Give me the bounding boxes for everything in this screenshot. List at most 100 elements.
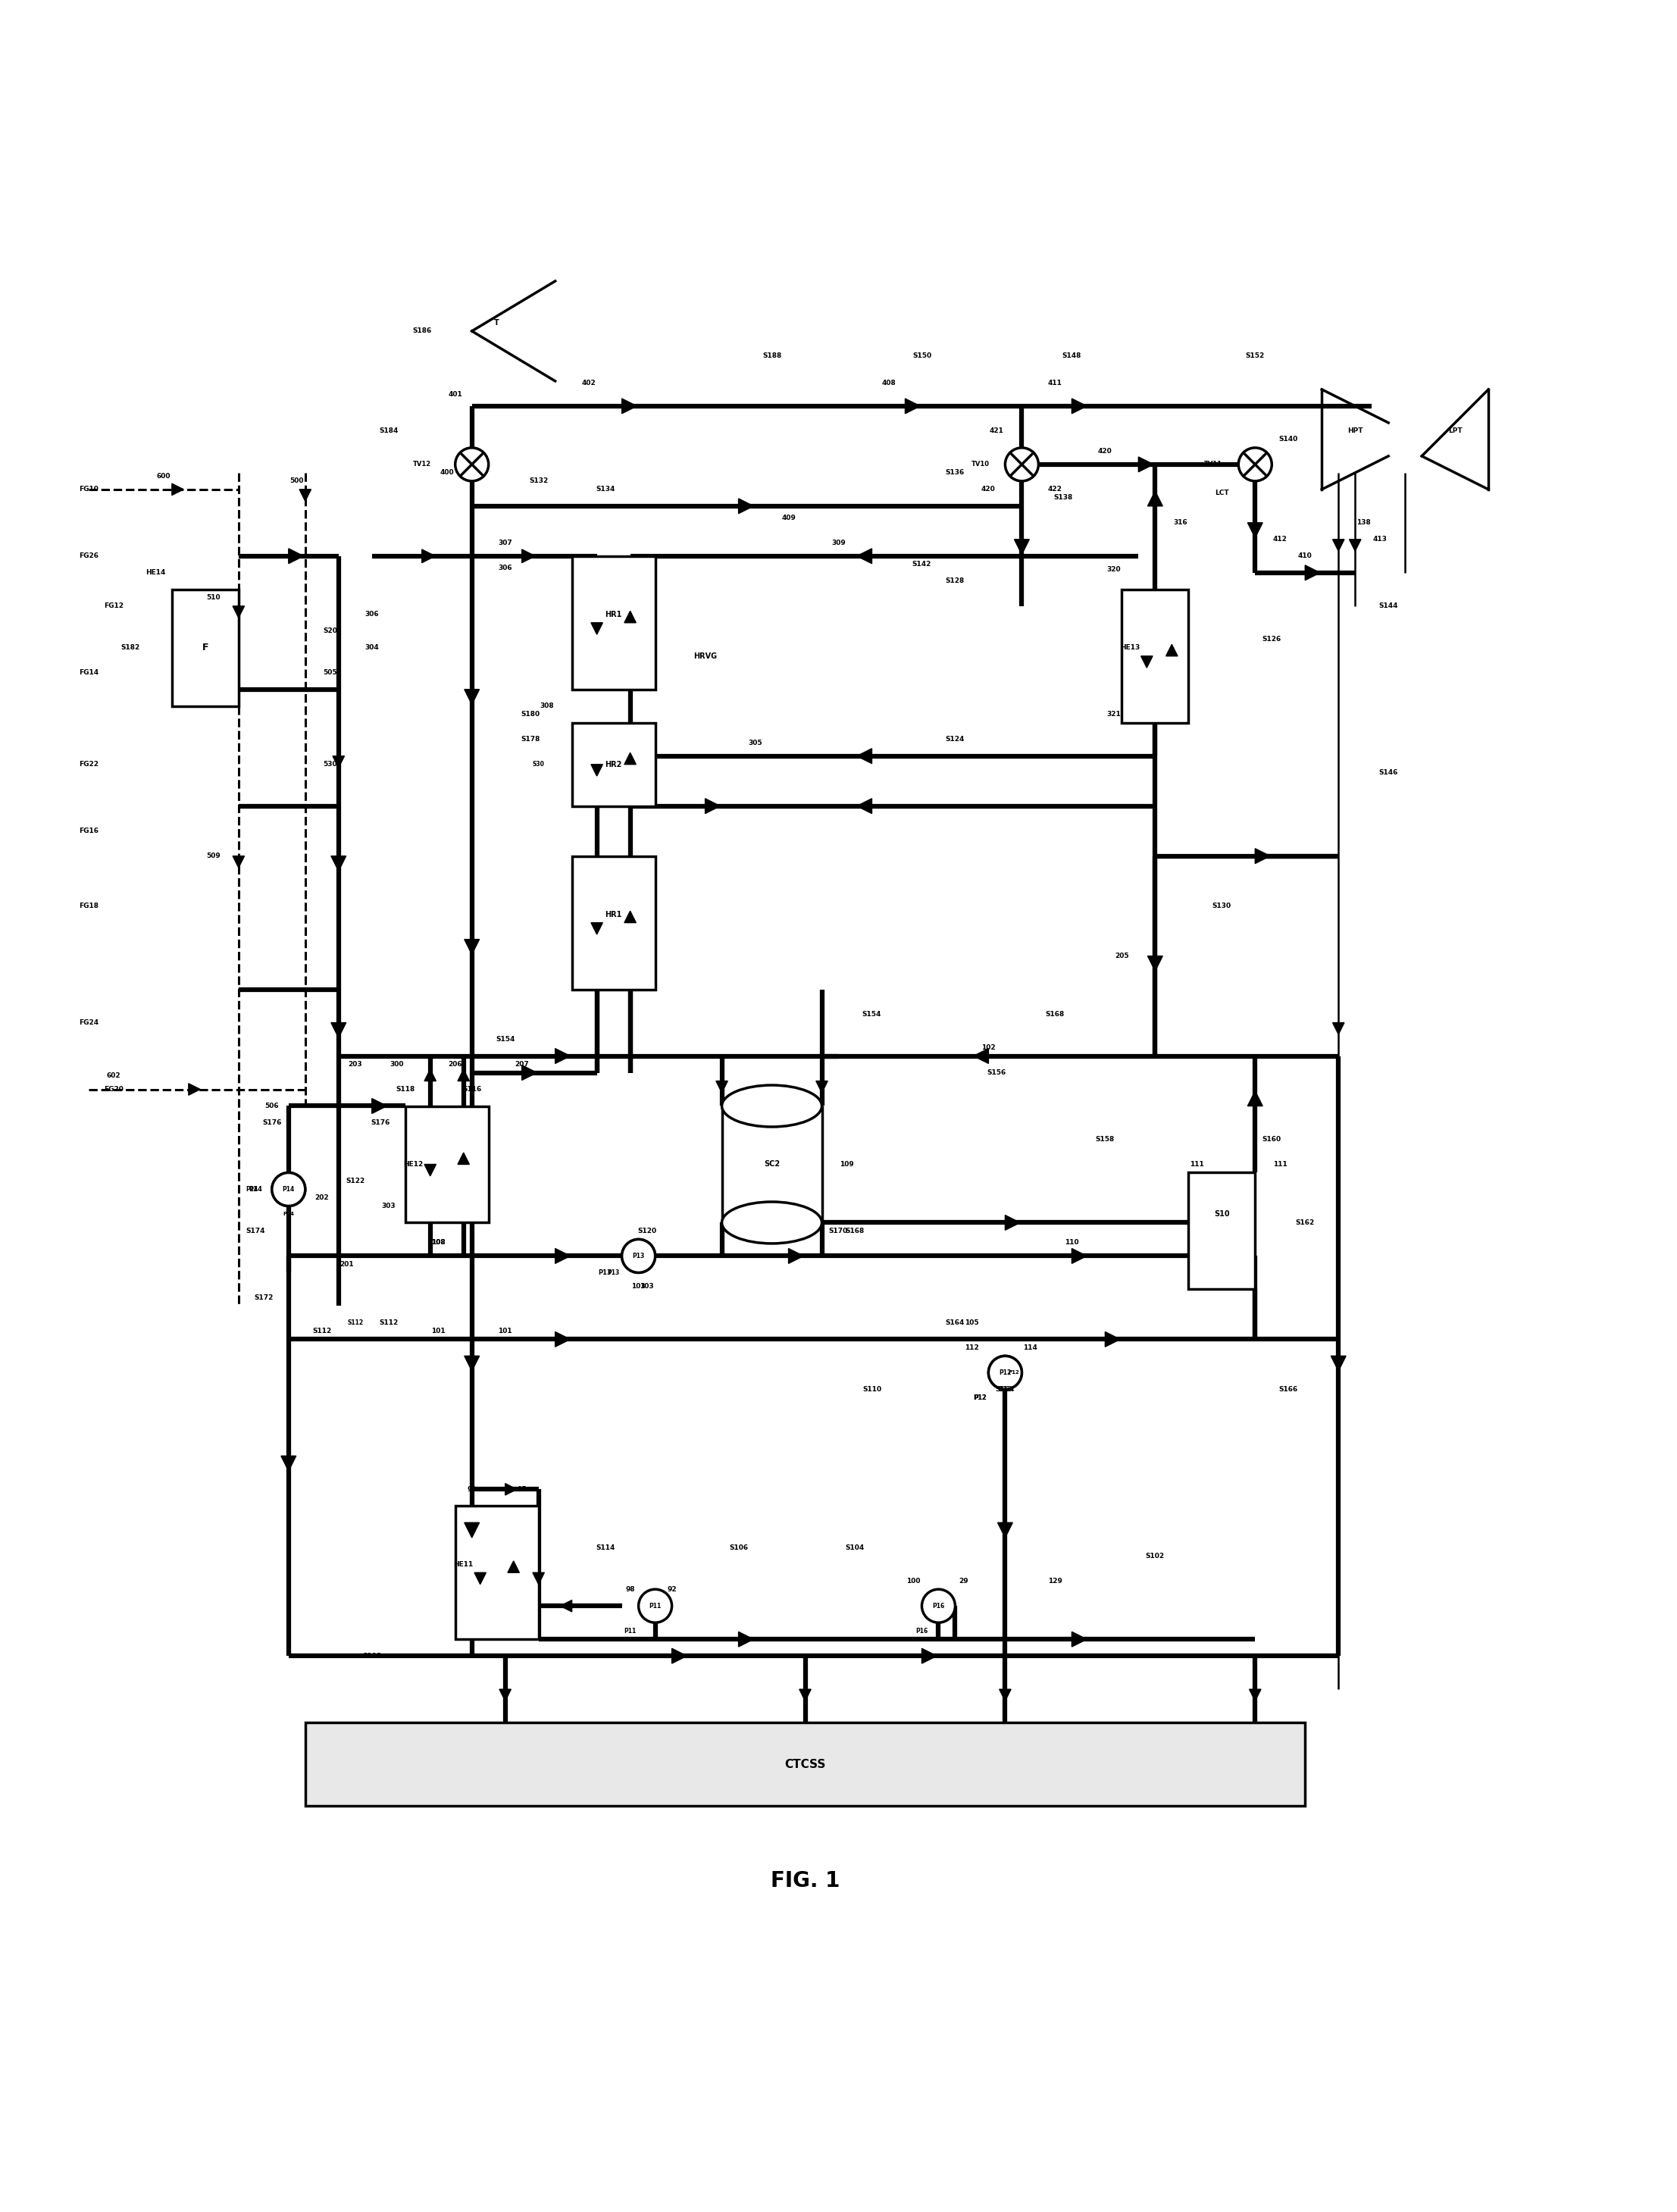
Polygon shape xyxy=(590,765,602,776)
Text: 420: 420 xyxy=(981,487,996,493)
Bar xyxy=(1122,588,1189,723)
Text: 305: 305 xyxy=(748,739,763,745)
Polygon shape xyxy=(282,1455,297,1471)
Text: FG12: FG12 xyxy=(104,602,124,611)
Text: 530: 530 xyxy=(324,761,337,768)
Text: HE14: HE14 xyxy=(146,568,166,575)
Text: FG10: FG10 xyxy=(79,487,99,493)
Text: 201: 201 xyxy=(340,1261,354,1267)
Polygon shape xyxy=(817,1082,828,1093)
Text: P13: P13 xyxy=(599,1270,612,1276)
Text: S128: S128 xyxy=(946,577,964,584)
Circle shape xyxy=(454,447,488,480)
Text: P14: P14 xyxy=(283,1212,293,1217)
Text: 506: 506 xyxy=(265,1102,278,1110)
Polygon shape xyxy=(533,1573,545,1584)
Text: S120: S120 xyxy=(637,1228,656,1234)
Polygon shape xyxy=(857,748,872,763)
Text: 100: 100 xyxy=(907,1577,921,1584)
Polygon shape xyxy=(288,549,304,564)
Text: FG18: FG18 xyxy=(79,902,99,909)
Polygon shape xyxy=(555,1248,570,1263)
Text: S176: S176 xyxy=(262,1119,282,1126)
Text: 316: 316 xyxy=(1172,520,1187,526)
Polygon shape xyxy=(465,1522,480,1537)
Text: 413: 413 xyxy=(1373,535,1387,542)
Bar xyxy=(406,1106,488,1223)
Polygon shape xyxy=(1140,657,1152,668)
Text: 101: 101 xyxy=(498,1327,511,1334)
Polygon shape xyxy=(1248,522,1263,538)
Text: 108: 108 xyxy=(431,1239,446,1245)
Text: 207: 207 xyxy=(515,1062,528,1068)
Text: S126: S126 xyxy=(1263,637,1281,644)
Polygon shape xyxy=(465,1356,480,1371)
Polygon shape xyxy=(590,624,602,635)
Polygon shape xyxy=(465,690,480,703)
Text: P16: P16 xyxy=(932,1601,944,1610)
Text: P13: P13 xyxy=(632,1252,644,1259)
Ellipse shape xyxy=(721,1086,822,1126)
Text: 400: 400 xyxy=(439,469,454,476)
Polygon shape xyxy=(465,940,480,953)
Polygon shape xyxy=(998,1522,1013,1537)
Text: 105: 105 xyxy=(964,1318,979,1325)
Text: 509: 509 xyxy=(206,852,221,860)
Polygon shape xyxy=(1248,1091,1263,1106)
Polygon shape xyxy=(1015,540,1030,555)
Polygon shape xyxy=(500,1690,511,1701)
Text: P12: P12 xyxy=(1008,1371,1020,1376)
Polygon shape xyxy=(188,1084,200,1095)
Text: FG20: FG20 xyxy=(104,1086,124,1093)
Text: 505: 505 xyxy=(324,670,337,677)
Polygon shape xyxy=(973,1048,988,1064)
Polygon shape xyxy=(1333,1022,1345,1035)
Text: 303: 303 xyxy=(381,1203,396,1210)
Bar xyxy=(572,856,656,989)
Text: 112: 112 xyxy=(964,1345,979,1352)
Text: TV12: TV12 xyxy=(413,460,431,467)
Text: S160: S160 xyxy=(1263,1137,1281,1144)
Polygon shape xyxy=(332,757,344,768)
Text: HR2: HR2 xyxy=(605,761,622,768)
Text: S140: S140 xyxy=(1280,436,1298,442)
Polygon shape xyxy=(906,398,921,414)
Text: S152: S152 xyxy=(1246,352,1264,361)
Text: 500: 500 xyxy=(290,478,304,484)
Text: S146: S146 xyxy=(1378,770,1399,776)
Polygon shape xyxy=(706,799,719,814)
Text: S112: S112 xyxy=(379,1318,397,1325)
Text: 203: 203 xyxy=(349,1062,362,1068)
Text: FIG. 1: FIG. 1 xyxy=(770,1871,840,1891)
Text: CTCSS: CTCSS xyxy=(785,1759,825,1770)
Polygon shape xyxy=(424,1164,436,1177)
Text: 411: 411 xyxy=(1048,378,1062,387)
Polygon shape xyxy=(1072,1248,1087,1263)
Text: S112: S112 xyxy=(347,1318,364,1325)
Text: S138: S138 xyxy=(1053,493,1073,502)
Text: 321: 321 xyxy=(1107,710,1120,717)
Text: S172: S172 xyxy=(253,1294,273,1301)
Text: P12: P12 xyxy=(973,1394,988,1400)
Polygon shape xyxy=(672,1648,688,1663)
Polygon shape xyxy=(857,549,872,564)
Text: TV10: TV10 xyxy=(971,460,989,467)
Polygon shape xyxy=(1105,1332,1120,1347)
Text: 91: 91 xyxy=(468,1486,476,1493)
Text: P14: P14 xyxy=(247,1186,258,1192)
Bar xyxy=(173,588,238,706)
Text: 412: 412 xyxy=(1273,535,1288,542)
Text: P11: P11 xyxy=(649,1601,661,1610)
Text: P14: P14 xyxy=(248,1186,262,1192)
Text: 111: 111 xyxy=(1273,1161,1288,1168)
Text: P16: P16 xyxy=(916,1628,927,1635)
Text: S122: S122 xyxy=(345,1177,366,1183)
Polygon shape xyxy=(590,922,602,933)
Text: S164: S164 xyxy=(946,1318,964,1325)
Text: 138: 138 xyxy=(1357,520,1370,526)
Polygon shape xyxy=(173,484,183,495)
Polygon shape xyxy=(458,1152,470,1164)
Text: 409: 409 xyxy=(781,515,795,522)
Polygon shape xyxy=(508,1562,520,1573)
Text: S166: S166 xyxy=(1280,1387,1298,1394)
